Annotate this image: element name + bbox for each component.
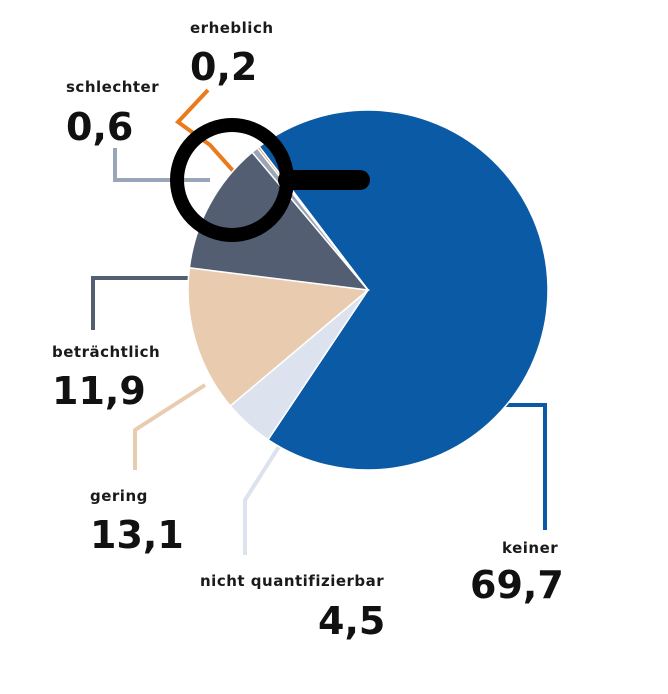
pie-slice-betr-chtlich bbox=[188, 151, 370, 291]
pie-slices bbox=[187, 109, 549, 471]
value-nicht-quantifizierbar: 4,5 bbox=[318, 599, 385, 643]
pie-slice-gering bbox=[187, 266, 370, 407]
value-gering: 13,1 bbox=[90, 513, 184, 557]
leader-line-nicht-quantifizierbar bbox=[243, 443, 282, 555]
magnifier-icon bbox=[170, 118, 370, 242]
label-erheblich: erheblich bbox=[190, 19, 274, 37]
label-betraechtlich: beträchtlich bbox=[52, 343, 160, 361]
value-betraechtlich: 11,9 bbox=[52, 369, 146, 413]
value-schlechter: 0,6 bbox=[66, 105, 133, 149]
label-nicht-quantifizierbar: nicht quantifizierbar bbox=[200, 572, 384, 590]
value-erheblich: 0,2 bbox=[190, 45, 257, 89]
value-keiner: 69,7 bbox=[470, 563, 564, 607]
pie-slice-keiner bbox=[258, 109, 549, 471]
leader-line-gering bbox=[133, 383, 207, 470]
label-keiner: keiner bbox=[502, 539, 558, 557]
leader-line-betraechtlich bbox=[91, 276, 188, 330]
leader-line-schlechter bbox=[113, 148, 210, 182]
label-schlechter: schlechter bbox=[66, 78, 159, 96]
label-gering: gering bbox=[90, 487, 148, 505]
leader-line-keiner bbox=[505, 403, 547, 530]
